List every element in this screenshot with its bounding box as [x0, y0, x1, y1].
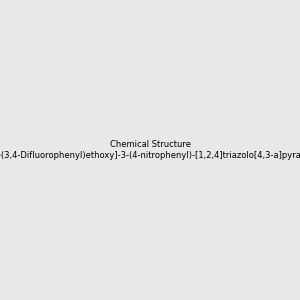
- Text: Chemical Structure
5-[2-(3,4-Difluorophenyl)ethoxy]-3-(4-nitrophenyl)-[1,2,4]tri: Chemical Structure 5-[2-(3,4-Difluorophe…: [0, 140, 300, 160]
